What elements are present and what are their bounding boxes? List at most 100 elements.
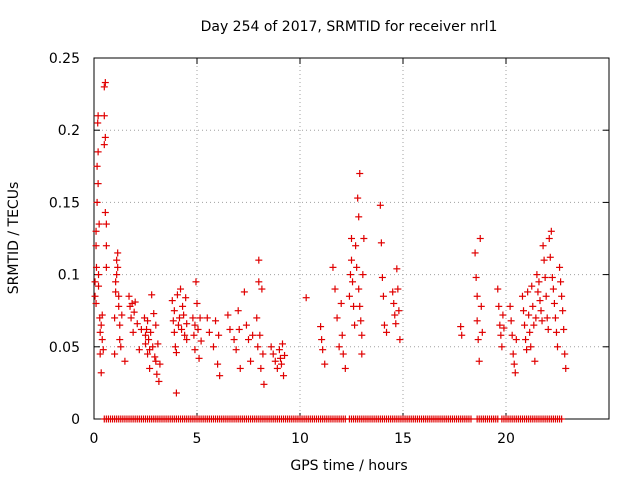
- data-point: [337, 299, 345, 307]
- data-point: [530, 321, 538, 329]
- data-point: [172, 349, 180, 357]
- data-point: [377, 239, 385, 247]
- data-point: [181, 331, 189, 339]
- data-point: [540, 256, 548, 264]
- data-point: [275, 346, 283, 354]
- data-point: [354, 194, 362, 202]
- data-point: [96, 328, 104, 336]
- data-point: [174, 321, 182, 329]
- data-point: [379, 292, 387, 300]
- data-point: [190, 331, 198, 339]
- data-point: [156, 360, 164, 368]
- data-point: [339, 350, 347, 358]
- data-point: [545, 235, 553, 242]
- data-point: [93, 162, 101, 170]
- data-point: [224, 311, 232, 319]
- data-point: [277, 360, 285, 368]
- data-point: [142, 331, 149, 339]
- data-point: [144, 317, 152, 325]
- data-point: [478, 328, 486, 336]
- data-point: [189, 314, 197, 322]
- data-point: [331, 285, 339, 293]
- data-point: [355, 285, 363, 293]
- data-point: [562, 364, 570, 372]
- x-tick-label: 15: [394, 431, 412, 447]
- data-point: [177, 285, 185, 293]
- data-point: [335, 343, 343, 351]
- data-point: [532, 314, 540, 322]
- y-tick-label: 0.1: [58, 268, 80, 284]
- data-point: [346, 271, 354, 279]
- data-point: [112, 288, 120, 296]
- data-point: [102, 242, 110, 250]
- data-point: [92, 263, 100, 271]
- data-point: [169, 317, 177, 325]
- data-point: [192, 278, 200, 286]
- data-point: [114, 263, 122, 271]
- data-point: [350, 302, 358, 310]
- data-point: [216, 372, 224, 380]
- data-point: [168, 297, 176, 305]
- data-point: [143, 325, 151, 333]
- data-point: [391, 311, 399, 319]
- data-point: [146, 364, 154, 372]
- y-tick-label: 0.05: [49, 340, 80, 356]
- data-point: [494, 285, 502, 293]
- data-point: [506, 302, 514, 310]
- data-point: [255, 278, 263, 286]
- data-point: [473, 317, 481, 325]
- data-point: [392, 320, 400, 328]
- data-point: [135, 346, 143, 354]
- data-point: [215, 331, 223, 339]
- data-point: [121, 357, 129, 365]
- data-point: [125, 292, 133, 300]
- data-point: [318, 336, 326, 344]
- data-point: [389, 288, 397, 296]
- data-point: [475, 357, 483, 365]
- data-point: [495, 302, 503, 310]
- data-point: [518, 292, 526, 300]
- data-point: [153, 370, 161, 378]
- data-point: [240, 288, 248, 296]
- data-point: [214, 360, 222, 368]
- data-point: [93, 198, 101, 206]
- data-point: [101, 79, 109, 87]
- data-point: [547, 227, 555, 235]
- data-point: [101, 209, 109, 217]
- data-point: [152, 321, 160, 329]
- data-point: [556, 263, 564, 271]
- data-point: [281, 351, 289, 359]
- data-point: [111, 314, 119, 322]
- data-point: [474, 336, 482, 344]
- data-point: [155, 377, 163, 385]
- data-point: [561, 350, 569, 358]
- data-point: [197, 337, 205, 345]
- data-point: [522, 336, 530, 344]
- data-point: [203, 314, 211, 322]
- data-point: [180, 311, 188, 319]
- data-point: [528, 282, 536, 290]
- data-point: [552, 328, 560, 336]
- data-point: [533, 271, 541, 279]
- data-point: [317, 323, 325, 331]
- data-point: [149, 343, 157, 351]
- data-point: [269, 350, 277, 358]
- data-point: [195, 354, 203, 362]
- data-point: [357, 317, 365, 325]
- y-axis-label: SRMTID / TECUs: [6, 182, 22, 295]
- data-point: [94, 148, 102, 156]
- x-tick-label: 5: [193, 431, 202, 447]
- data-point: [529, 302, 537, 310]
- data-point: [356, 170, 364, 178]
- data-point: [100, 83, 108, 91]
- data-point: [172, 389, 180, 397]
- data-point: [133, 320, 141, 328]
- data-point: [100, 141, 108, 149]
- data-point: [512, 336, 520, 344]
- data-point: [194, 325, 202, 333]
- chart-title: Day 254 of 2017, SRMTID for receiver nrl…: [201, 19, 498, 35]
- data-point: [145, 336, 153, 344]
- y-tick-label: 0: [71, 412, 80, 428]
- tick-labels: 0 5 10 15 20 0 0.05 0.1 0.15 0.2 0.25: [49, 51, 515, 447]
- data-point: [256, 331, 264, 339]
